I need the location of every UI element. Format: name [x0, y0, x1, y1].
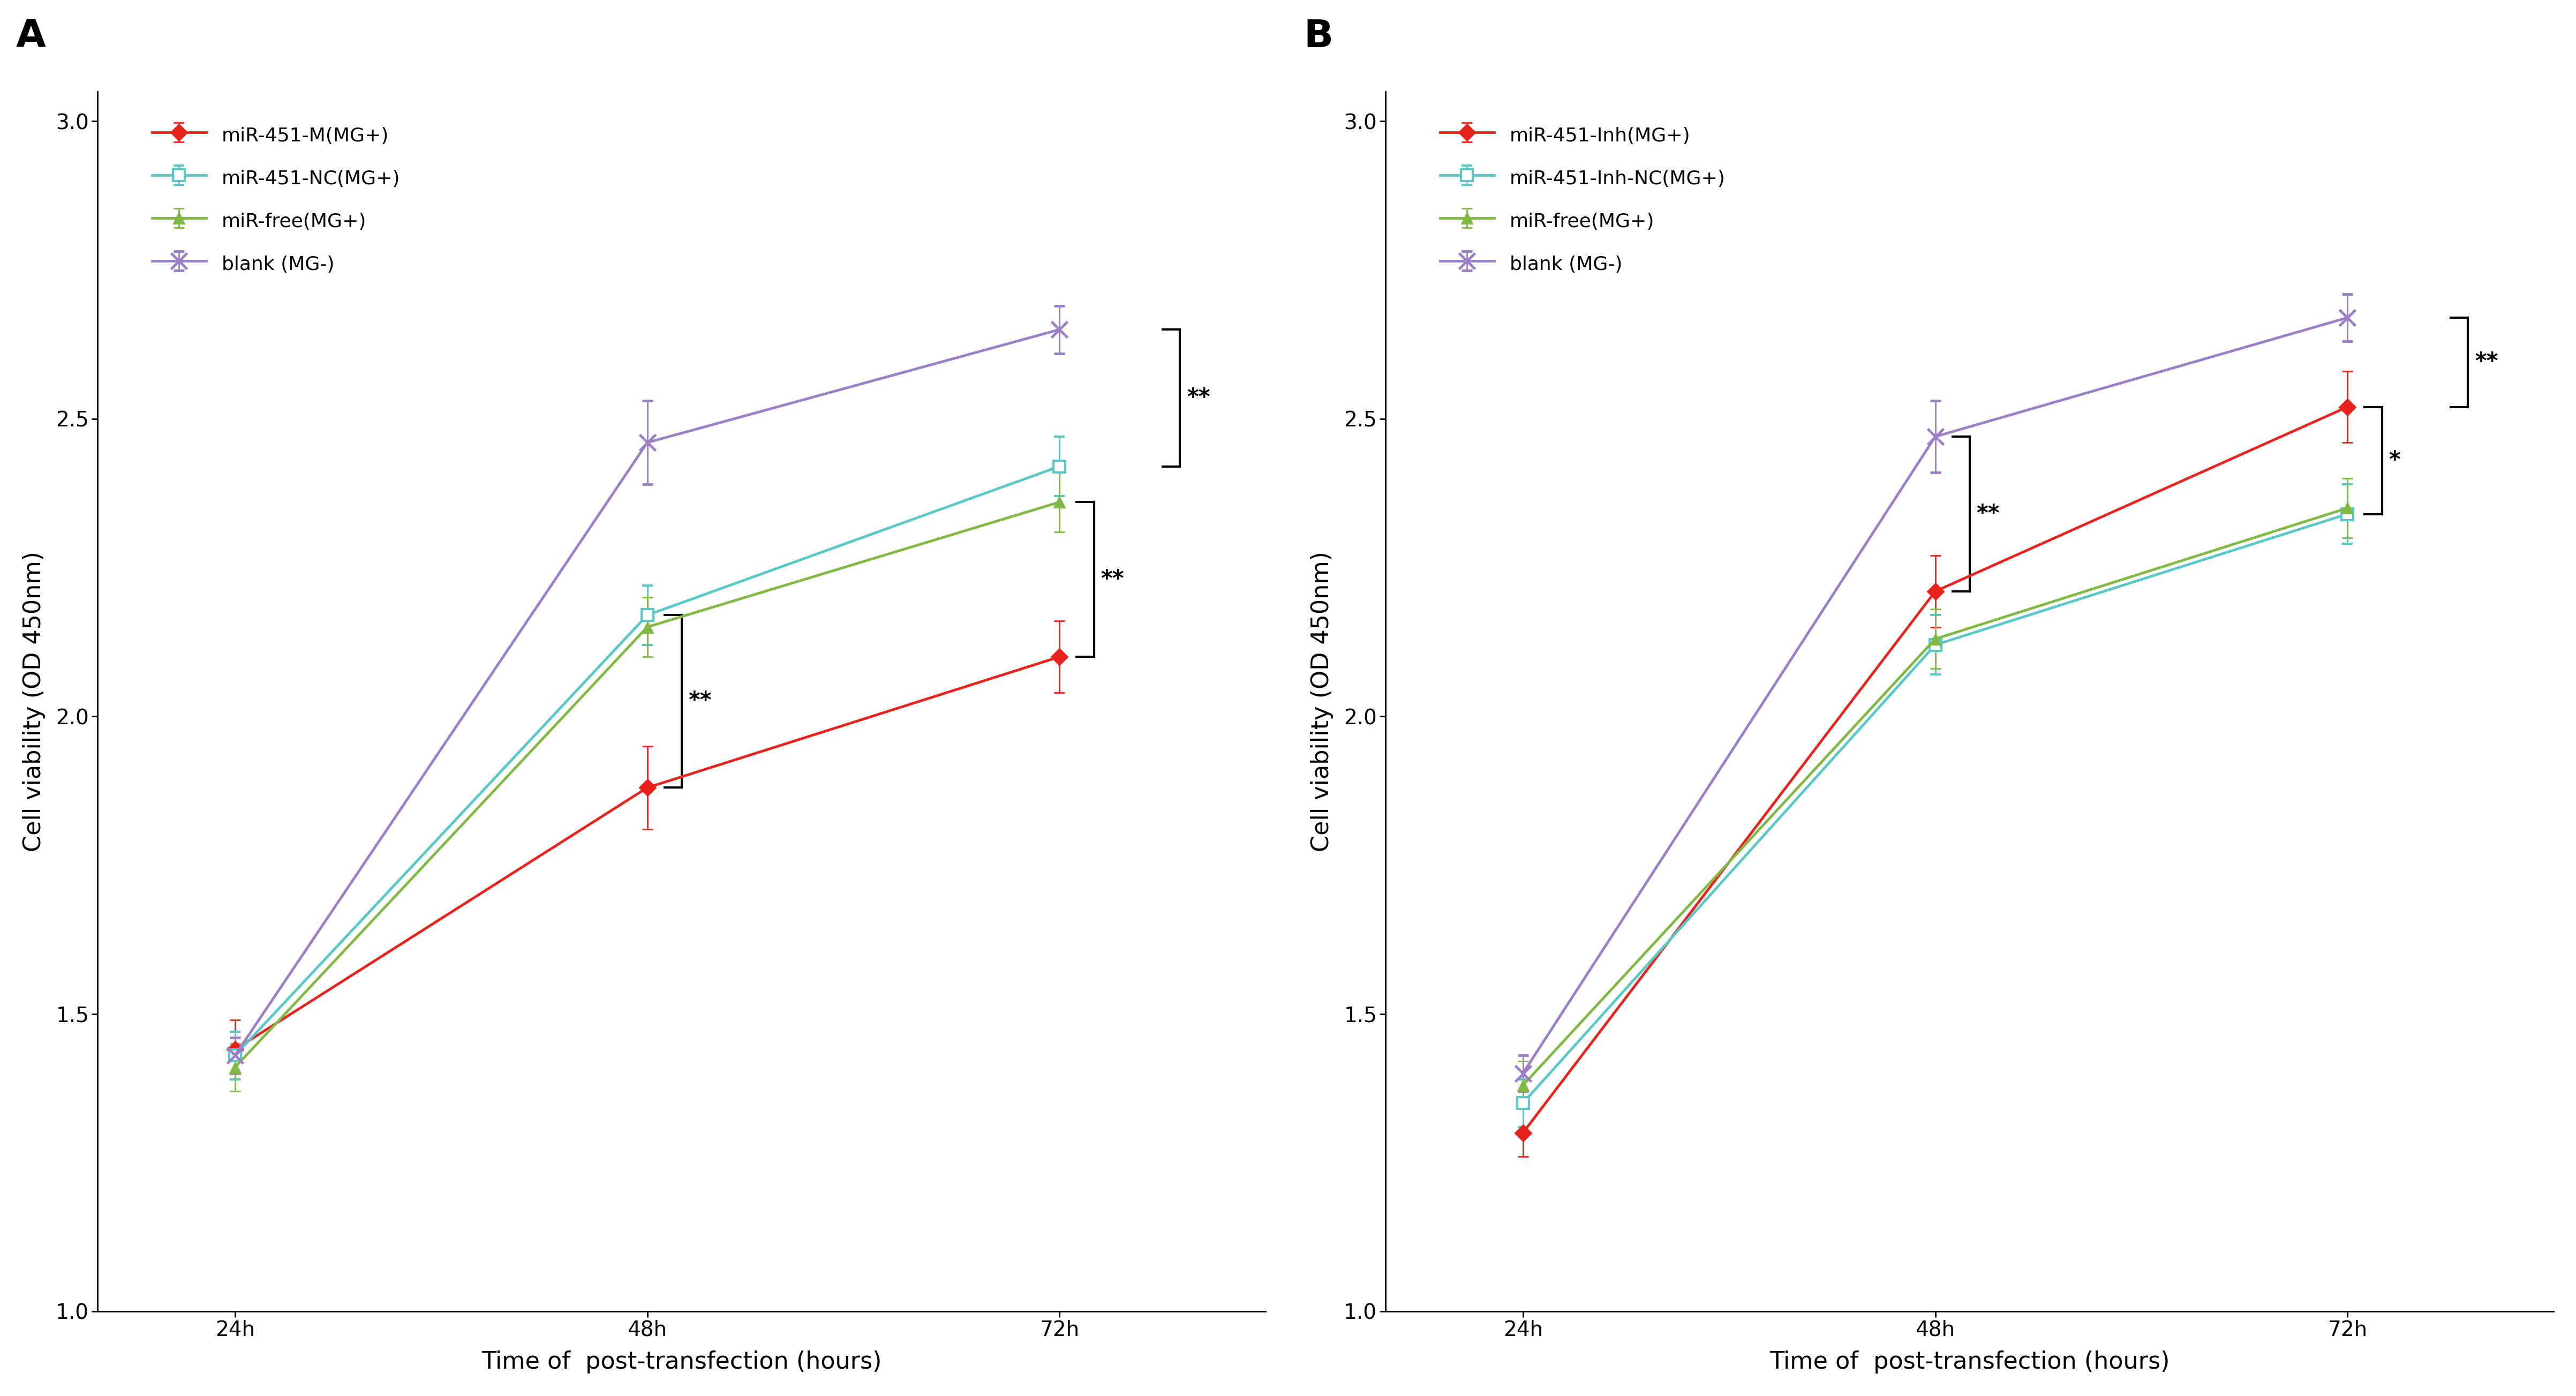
Text: **: ** — [1100, 568, 1123, 591]
Text: A: A — [15, 18, 46, 54]
Text: **: ** — [1188, 387, 1211, 409]
X-axis label: Time of  post-transfection (hours): Time of post-transfection (hours) — [482, 1351, 881, 1374]
Text: **: ** — [688, 690, 711, 713]
Y-axis label: Cell viability (OD 450nm): Cell viability (OD 450nm) — [23, 551, 46, 852]
Text: *: * — [2388, 450, 2401, 472]
Legend: miR-451-Inh(MG+), miR-451-Inh-NC(MG+), miR-free(MG+), blank (MG-): miR-451-Inh(MG+), miR-451-Inh-NC(MG+), m… — [1430, 113, 1736, 285]
Legend: miR-451-M(MG+), miR-451-NC(MG+), miR-free(MG+), blank (MG-): miR-451-M(MG+), miR-451-NC(MG+), miR-fre… — [142, 113, 410, 285]
Text: B: B — [1303, 18, 1334, 54]
Y-axis label: Cell viability (OD 450nm): Cell viability (OD 450nm) — [1311, 551, 1334, 852]
Text: **: ** — [2476, 350, 2499, 374]
X-axis label: Time of  post-transfection (hours): Time of post-transfection (hours) — [1770, 1351, 2169, 1374]
Text: **: ** — [1976, 503, 1999, 525]
